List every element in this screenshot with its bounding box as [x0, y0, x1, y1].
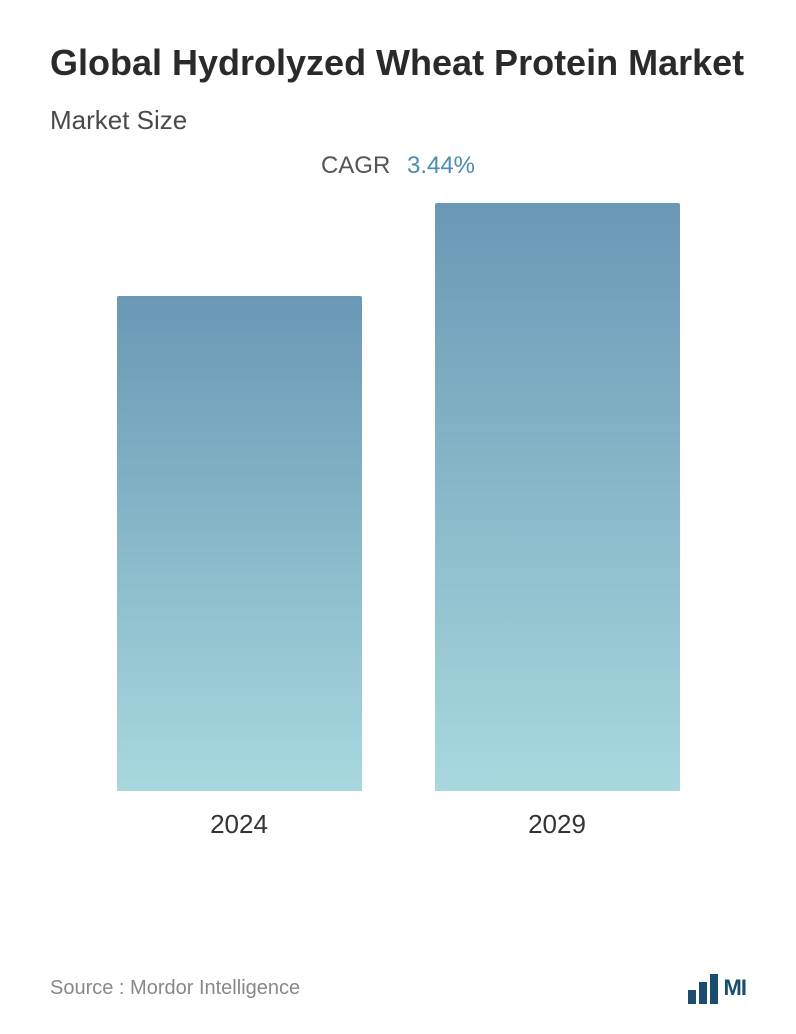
cagr-label: CAGR [321, 152, 390, 179]
chart-footer: Source : Mordor Intelligence MI [50, 972, 746, 1004]
cagr-value: 3.44% [407, 152, 475, 179]
cagr-indicator: CAGR 3.44% [50, 152, 746, 180]
bar-2024 [117, 296, 362, 791]
bar-group-2029: 2029 [435, 203, 680, 840]
bar-2029 [435, 203, 680, 791]
bar-label-2024: 2024 [210, 809, 268, 840]
brand-logo: MI [688, 972, 746, 1004]
bar-label-2029: 2029 [528, 809, 586, 840]
chart-title: Global Hydrolyzed Wheat Protein Market [50, 40, 746, 87]
chart-subtitle: Market Size [50, 105, 746, 136]
bar-chart: 2024 2029 [50, 230, 746, 840]
logo-bars-icon [688, 972, 718, 1004]
logo-text: MI [724, 975, 746, 1001]
bar-group-2024: 2024 [117, 296, 362, 840]
source-attribution: Source : Mordor Intelligence [50, 977, 300, 1000]
